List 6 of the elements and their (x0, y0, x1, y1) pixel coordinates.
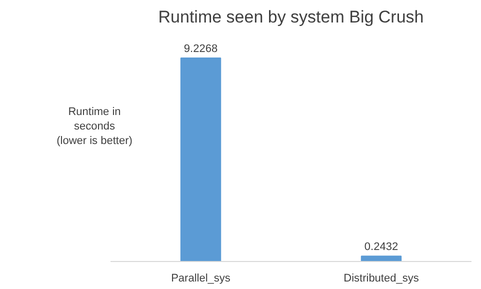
y-axis-title: Runtime in seconds (lower is better) (56, 106, 132, 147)
data-label: 0.2432 (364, 241, 398, 254)
data-label: 9.2268 (184, 42, 218, 55)
x-tick-label: Distributed_sys (344, 272, 420, 284)
x-tick-label: Parallel_sys (171, 272, 231, 284)
chart-title: Runtime seen by system Big Crush (158, 8, 424, 26)
